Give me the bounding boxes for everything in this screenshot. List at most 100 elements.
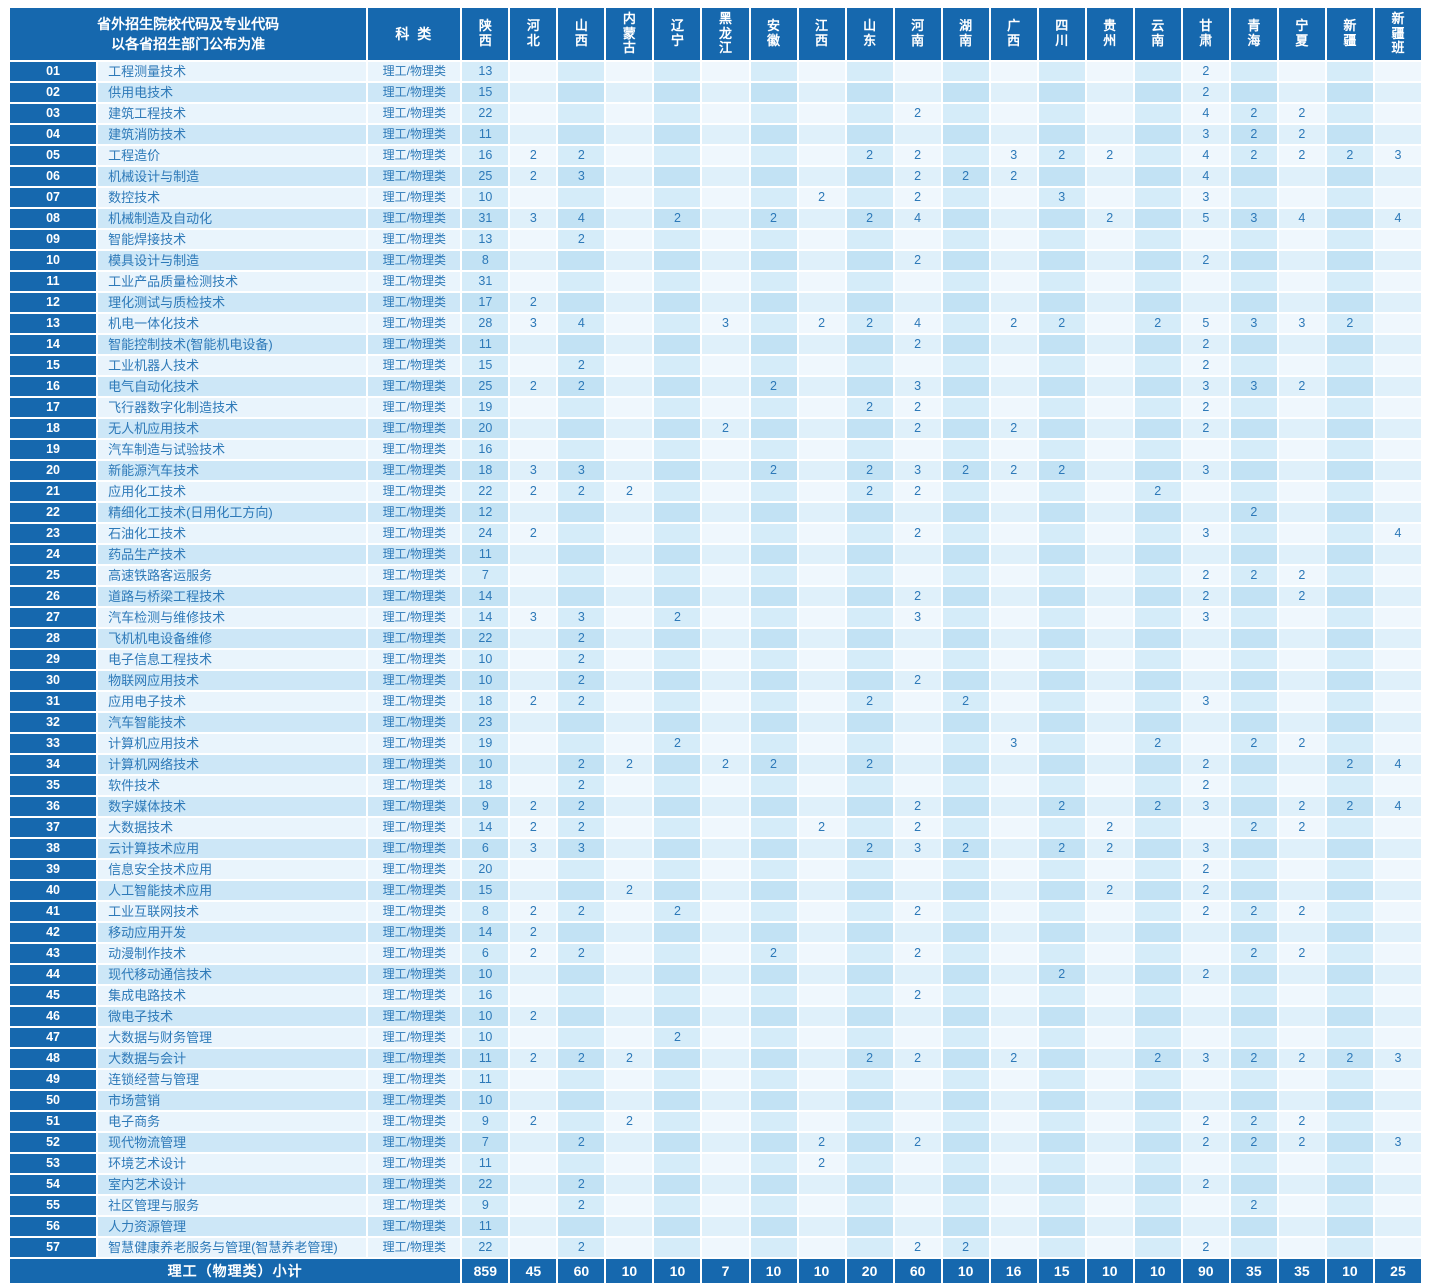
enrollment-cell: 2 (1134, 314, 1181, 333)
enrollment-cell (942, 734, 989, 753)
enrollment-cell (1086, 440, 1133, 459)
enrollment-cell (510, 881, 557, 900)
enrollment-cell (942, 965, 989, 984)
enrollment-cell (798, 1049, 845, 1068)
enrollment-cell (510, 734, 557, 753)
enrollment-cell (1134, 83, 1181, 102)
enrollment-cell (750, 230, 797, 249)
enrollment-cell (990, 1196, 1037, 1215)
enrollment-cell (654, 923, 701, 942)
enrollment-cell (510, 440, 557, 459)
enrollment-cell (558, 587, 605, 606)
enrollment-cell: 2 (990, 419, 1037, 438)
enrollment-cell: 9 (462, 797, 509, 816)
enrollment-cell (1134, 965, 1181, 984)
enrollment-cell (606, 692, 653, 711)
enrollment-cell (1038, 293, 1085, 312)
enrollment-cell: 3 (558, 461, 605, 480)
table-row: 45 集成电路技术 理工/物理类 16 2 (10, 986, 1421, 1005)
enrollment-cell (894, 125, 941, 144)
enrollment-cell: 20 (462, 860, 509, 879)
enrollment-cell (846, 167, 893, 186)
enrollment-cell (510, 713, 557, 732)
table-row: 04 建筑消防技术 理工/物理类 11 3 2 2 (10, 125, 1421, 144)
table-row: 33 计算机应用技术 理工/物理类 19 2 3 2 2 2 (10, 734, 1421, 753)
enrollment-cell: 3 (510, 314, 557, 333)
major-name: 应用化工技术 (98, 482, 367, 501)
enrollment-cell (1230, 1070, 1277, 1089)
enrollment-cell (1038, 1007, 1085, 1026)
enrollment-cell (558, 1007, 605, 1026)
table-row: 42 移动应用开发 理工/物理类 14 2 (10, 923, 1421, 942)
enrollment-cell (702, 188, 749, 207)
table-row: 06 机械设计与制造 理工/物理类 25 2 3 2 2 2 4 (10, 167, 1421, 186)
enrollment-cell (942, 482, 989, 501)
enrollment-cell (1326, 83, 1373, 102)
enrollment-cell (558, 398, 605, 417)
enrollment-cell (990, 1133, 1037, 1152)
enrollment-cell: 2 (606, 755, 653, 774)
enrollment-cell (942, 503, 989, 522)
enrollment-cell: 2 (558, 650, 605, 669)
enrollment-cell (1278, 83, 1325, 102)
enrollment-cell (1038, 1049, 1085, 1068)
enrollment-cell (1182, 1091, 1229, 1110)
enrollment-cell (1326, 1154, 1373, 1173)
enrollment-cell (750, 503, 797, 522)
table-row: 08 机械制造及自动化 理工/物理类 31 3 4 2 2 2 4 2 5 3 4 4 (10, 209, 1421, 228)
enrollment-cell (942, 587, 989, 606)
enrollment-cell: 18 (462, 776, 509, 795)
enrollment-cell (1182, 482, 1229, 501)
enrollment-cell (558, 734, 605, 753)
enrollment-cell (846, 1238, 893, 1257)
enrollment-cell: 2 (750, 461, 797, 480)
enrollment-cell (702, 335, 749, 354)
code-title-line2: 以各省招生部门公布为准 (111, 36, 266, 52)
row-number: 25 (10, 566, 97, 585)
enrollment-cell (510, 755, 557, 774)
enrollment-cell (1278, 167, 1325, 186)
enrollment-cell (606, 1154, 653, 1173)
enrollment-cell (702, 1049, 749, 1068)
row-number: 37 (10, 818, 97, 837)
enrollment-cell (702, 62, 749, 81)
enrollment-cell (606, 230, 653, 249)
major-name: 现代物流管理 (98, 1133, 367, 1152)
enrollment-cell (702, 1091, 749, 1110)
enrollment-cell: 3 (1230, 209, 1277, 228)
enrollment-cell (942, 650, 989, 669)
enrollment-cell: 2 (558, 629, 605, 648)
enrollment-cell (894, 1217, 941, 1236)
row-number: 43 (10, 944, 97, 963)
enrollment-cell: 3 (558, 608, 605, 627)
enrollment-cell (1230, 356, 1277, 375)
enrollment-cell (894, 650, 941, 669)
enrollment-cell (846, 734, 893, 753)
table-row: 49 连锁经营与管理 理工/物理类 11 (10, 1070, 1421, 1089)
table-row: 54 室内艺术设计 理工/物理类 22 2 2 (10, 1175, 1421, 1194)
enrollment-cell (1326, 230, 1373, 249)
enrollment-cell (1374, 1154, 1421, 1173)
enrollment-cell (750, 734, 797, 753)
row-number: 52 (10, 1133, 97, 1152)
row-number: 17 (10, 398, 97, 417)
enrollment-cell (750, 1196, 797, 1215)
province-header-1: 陕 西 (462, 8, 509, 60)
enrollment-cell (942, 902, 989, 921)
enrollment-cell (1086, 461, 1133, 480)
enrollment-cell (1278, 356, 1325, 375)
enrollment-cell (1086, 776, 1133, 795)
enrollment-cell (990, 503, 1037, 522)
enrollment-cell: 2 (1230, 566, 1277, 585)
enrollment-cell (606, 1217, 653, 1236)
enrollment-cell (750, 902, 797, 921)
enrollment-cell (1374, 881, 1421, 900)
enrollment-cell (606, 377, 653, 396)
enrollment-cell (990, 608, 1037, 627)
enrollment-cell (702, 377, 749, 396)
enrollment-cell (990, 692, 1037, 711)
enrollment-cell: 3 (510, 209, 557, 228)
enrollment-cell (1278, 650, 1325, 669)
enrollment-cell: 9 (462, 1112, 509, 1131)
enrollment-cell (1326, 209, 1373, 228)
